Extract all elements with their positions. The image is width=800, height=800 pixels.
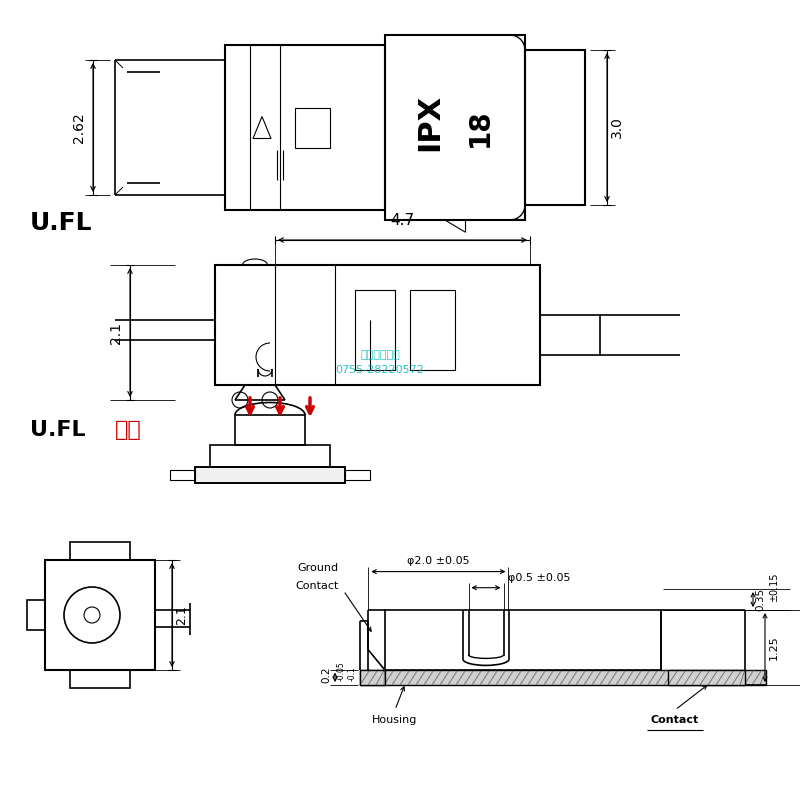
- Text: ±0.15: ±0.15: [769, 573, 779, 602]
- Bar: [210, 445, 330, 467]
- Bar: [668, 670, 745, 685]
- Bar: [360, 670, 766, 685]
- Bar: [215, 265, 540, 385]
- Text: -0.05
-0.1: -0.05 -0.1: [337, 662, 357, 681]
- Bar: [70, 542, 130, 560]
- Text: 居信通通器材: 居信通通器材: [360, 350, 400, 360]
- Bar: [355, 290, 395, 370]
- Text: 座子: 座子: [115, 420, 142, 440]
- Bar: [525, 50, 585, 205]
- Bar: [410, 290, 455, 370]
- Text: 2.62: 2.62: [72, 112, 86, 143]
- Bar: [385, 35, 525, 220]
- Text: U.FL: U.FL: [30, 420, 86, 440]
- Text: U.FL: U.FL: [30, 211, 93, 235]
- Text: 1.25: 1.25: [769, 635, 779, 660]
- Bar: [345, 470, 370, 480]
- Text: 3.0: 3.0: [610, 117, 624, 138]
- Bar: [225, 45, 385, 210]
- Bar: [360, 670, 385, 685]
- Text: Contact: Contact: [651, 715, 699, 725]
- Bar: [45, 560, 155, 670]
- Text: 18: 18: [466, 108, 494, 147]
- Bar: [195, 467, 345, 483]
- Bar: [295, 107, 330, 147]
- Text: Contact: Contact: [295, 581, 338, 590]
- Text: 2.1: 2.1: [175, 605, 189, 625]
- Text: φ2.0 ±0.05: φ2.0 ±0.05: [407, 555, 470, 566]
- Bar: [195, 467, 345, 483]
- Bar: [385, 610, 661, 670]
- Bar: [235, 415, 305, 445]
- Bar: [170, 470, 195, 480]
- Bar: [27, 600, 45, 630]
- Bar: [70, 670, 130, 688]
- Text: 0.2: 0.2: [321, 666, 331, 682]
- Text: Housing: Housing: [372, 715, 418, 725]
- Text: IPX: IPX: [415, 94, 445, 151]
- Text: 0.35: 0.35: [755, 588, 765, 611]
- Bar: [540, 315, 600, 355]
- Text: 2.1: 2.1: [109, 322, 123, 343]
- Bar: [668, 670, 745, 685]
- Text: φ0.5 ±0.05: φ0.5 ±0.05: [509, 573, 571, 582]
- Bar: [360, 670, 766, 685]
- Text: Ground: Ground: [298, 562, 338, 573]
- Polygon shape: [253, 117, 271, 138]
- Text: 4.7: 4.7: [390, 213, 414, 228]
- Text: 0755-28220572: 0755-28220572: [335, 365, 425, 375]
- Bar: [360, 670, 385, 685]
